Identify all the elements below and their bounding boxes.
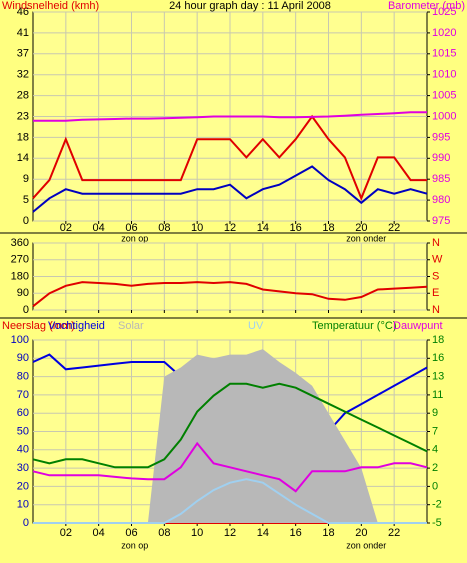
series-name: Dauwpunt [393,320,443,332]
y-tick-label: 9 [23,173,29,185]
y2-tick-label: N [432,304,440,316]
y2-tick-label: 985 [432,173,450,185]
x-tick-label: 18 [322,527,334,539]
y-tick-label: 0 [23,215,29,227]
y-tick-label: 18 [17,131,29,143]
y-tick-label: 10 [17,499,29,511]
sun-annotation: zon op [121,540,148,550]
x-tick-label: 04 [93,222,105,234]
y2-tick-label: W [432,254,443,266]
y-tick-label: 5 [23,194,29,206]
y-tick-label: 80 [17,371,29,383]
x-tick-label: 16 [290,222,302,234]
series-line [32,441,428,493]
y2-tick-label: 1025 [432,6,456,18]
y-tick-label: 50 [17,425,29,437]
series-line [32,281,428,308]
y-tick-label: 180 [11,270,29,282]
x-tick-label: 08 [158,527,170,539]
y-tick-label: 360 [11,237,29,249]
x-tick-label: 02 [60,222,72,234]
y-tick-label: 0 [23,304,29,316]
y-tick-label: 270 [11,254,29,266]
sun-annotation: zon op [121,233,148,243]
y2-tick-label: 9 [432,407,438,419]
y-tick-label: 90 [17,287,29,299]
x-tick-label: 18 [322,222,334,234]
y2-tick-label: S [432,270,439,282]
y2-tick-label: 18 [432,334,444,346]
y2-tick-label: 1000 [432,110,456,122]
y2-tick-label: 975 [432,215,450,227]
y-tick-label: 41 [17,27,29,39]
series-name: Neerslag (mm) [2,320,75,332]
y2-label: Barometer (mb) [388,0,465,12]
y-tick-label: 32 [17,69,29,81]
x-tick-label: 02 [60,527,72,539]
y2-tick-label: 0 [432,480,438,492]
x-tick-label: 08 [158,222,170,234]
y2-tick-label: 1005 [432,90,456,102]
y2-tick-label: 11 [432,389,443,401]
y2-tick-label: 16 [432,352,444,364]
y2-tick-label: 1010 [432,69,456,81]
y2-tick-label: 2 [432,462,438,474]
y-tick-label: 30 [17,462,29,474]
y-tick-label: 28 [17,90,29,102]
solar-area [33,349,427,523]
series-line [32,114,427,201]
series-line [32,382,428,469]
x-tick-label: 20 [355,222,367,234]
y-tick-label: 14 [17,152,29,164]
x-tick-label: 22 [388,222,400,234]
series-line [33,478,427,524]
y-tick-label: 37 [17,48,29,60]
y2-tick-label: 1020 [432,27,456,39]
x-tick-label: 10 [191,527,203,539]
y2-tick-label: 995 [432,131,450,143]
x-tick-label: 14 [257,222,269,234]
series-name: Solar [118,320,144,332]
y2-tick-label: 980 [432,194,450,206]
x-tick-label: 12 [224,222,236,234]
x-tick-label: 14 [257,527,269,539]
y-tick-label: 0 [23,517,29,529]
y2-tick-label: 1015 [432,48,456,60]
y2-tick-label: N [432,237,440,249]
x-tick-label: 22 [388,527,400,539]
y-tick-label: 23 [17,110,29,122]
y-tick-label: 20 [17,480,29,492]
y-tick-label: 40 [17,444,29,456]
x-tick-label: 06 [125,222,137,234]
y-tick-label: 46 [17,6,29,18]
y-tick-label: 100 [11,334,29,346]
y-tick-label: 90 [17,352,29,364]
y2-tick-label: 13 [432,371,444,383]
y-tick-label: 70 [17,389,29,401]
chart-title: 24 hour graph day : 11 April 2008 [169,0,331,12]
sun-annotation: zon onder [346,540,386,550]
series-name: Vochtigheid [48,320,105,332]
x-tick-label: 10 [191,222,203,234]
series-line [33,111,427,122]
x-tick-label: 16 [290,527,302,539]
x-tick-label: 12 [224,527,236,539]
series-name: Temperatuur (°C) [312,320,396,332]
x-tick-label: 20 [355,527,367,539]
sun-annotation: zon onder [346,233,386,243]
y2-tick-label: 7 [432,425,438,437]
x-tick-label: 06 [125,527,137,539]
y2-tick-label: 4 [432,444,438,456]
y2-tick-label: -2 [432,499,442,511]
y-label: Windsnelheid (kmh) [2,0,99,12]
series-line [32,165,428,213]
y-tick-label: 60 [17,407,29,419]
y2-tick-label: E [432,287,439,299]
y2-tick-label: 990 [432,152,450,164]
y2-tick-label: -5 [432,517,442,529]
x-tick-label: 04 [93,527,105,539]
series-name: UV [248,320,264,332]
